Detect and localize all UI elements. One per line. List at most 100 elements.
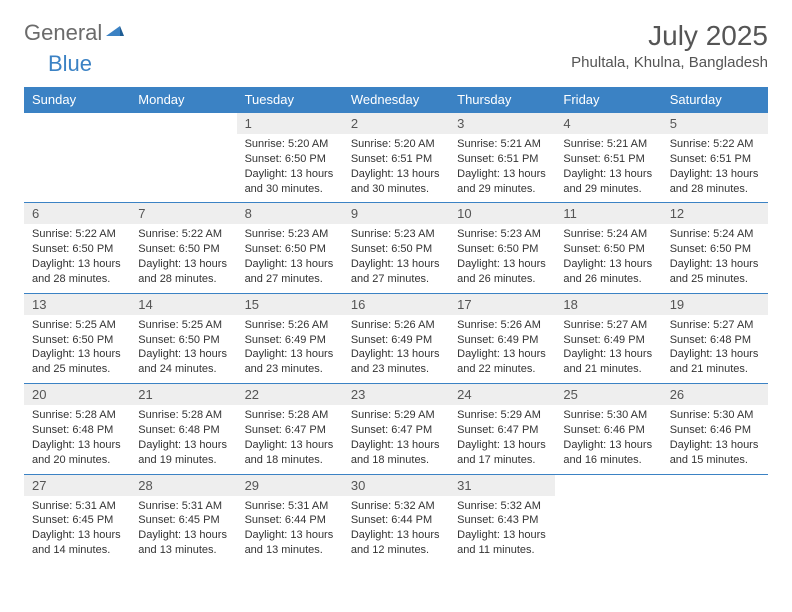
- day-number: 15: [237, 294, 343, 315]
- day-number: 29: [237, 475, 343, 496]
- sunset-text: Sunset: 6:46 PM: [670, 423, 760, 438]
- sunrise-text: Sunrise: 5:26 AM: [457, 318, 547, 333]
- calendar-day: 12Sunrise: 5:24 AMSunset: 6:50 PMDayligh…: [662, 203, 768, 293]
- daylight-text: Daylight: 13 hours and 26 minutes.: [457, 257, 547, 287]
- calendar-day: 10Sunrise: 5:23 AMSunset: 6:50 PMDayligh…: [449, 203, 555, 293]
- daylight-text: Daylight: 13 hours and 27 minutes.: [351, 257, 441, 287]
- daylight-text: Daylight: 13 hours and 25 minutes.: [32, 347, 122, 377]
- day-details: Sunrise: 5:25 AMSunset: 6:50 PMDaylight:…: [24, 315, 130, 383]
- day-details: Sunrise: 5:29 AMSunset: 6:47 PMDaylight:…: [449, 405, 555, 473]
- calendar-day: 2Sunrise: 5:20 AMSunset: 6:51 PMDaylight…: [343, 113, 449, 203]
- calendar-day: 16Sunrise: 5:26 AMSunset: 6:49 PMDayligh…: [343, 293, 449, 383]
- day-details: Sunrise: 5:25 AMSunset: 6:50 PMDaylight:…: [130, 315, 236, 383]
- daylight-text: Daylight: 13 hours and 19 minutes.: [138, 438, 228, 468]
- day-number: 12: [662, 203, 768, 224]
- day-number: 11: [555, 203, 661, 224]
- calendar-day: ..: [555, 474, 661, 564]
- day-details: Sunrise: 5:22 AMSunset: 6:50 PMDaylight:…: [130, 224, 236, 292]
- sunset-text: Sunset: 6:50 PM: [245, 152, 335, 167]
- calendar-week: 13Sunrise: 5:25 AMSunset: 6:50 PMDayligh…: [24, 293, 768, 383]
- day-number: 2: [343, 113, 449, 134]
- sunset-text: Sunset: 6:51 PM: [351, 152, 441, 167]
- title-block: July 2025 Phultala, Khulna, Bangladesh: [571, 20, 768, 71]
- calendar-day: 24Sunrise: 5:29 AMSunset: 6:47 PMDayligh…: [449, 384, 555, 474]
- sunset-text: Sunset: 6:50 PM: [32, 242, 122, 257]
- calendar-day: 7Sunrise: 5:22 AMSunset: 6:50 PMDaylight…: [130, 203, 236, 293]
- daylight-text: Daylight: 13 hours and 14 minutes.: [32, 528, 122, 558]
- sunrise-text: Sunrise: 5:31 AM: [138, 499, 228, 514]
- calendar-day: 20Sunrise: 5:28 AMSunset: 6:48 PMDayligh…: [24, 384, 130, 474]
- day-number: 27: [24, 475, 130, 496]
- daylight-text: Daylight: 13 hours and 16 minutes.: [563, 438, 653, 468]
- sunrise-text: Sunrise: 5:20 AM: [245, 137, 335, 152]
- calendar-day: 22Sunrise: 5:28 AMSunset: 6:47 PMDayligh…: [237, 384, 343, 474]
- sunset-text: Sunset: 6:50 PM: [138, 242, 228, 257]
- calendar-day: 27Sunrise: 5:31 AMSunset: 6:45 PMDayligh…: [24, 474, 130, 564]
- daylight-text: Daylight: 13 hours and 21 minutes.: [670, 347, 760, 377]
- daylight-text: Daylight: 13 hours and 25 minutes.: [670, 257, 760, 287]
- sunset-text: Sunset: 6:50 PM: [351, 242, 441, 257]
- day-number: 16: [343, 294, 449, 315]
- day-details: Sunrise: 5:31 AMSunset: 6:44 PMDaylight:…: [237, 496, 343, 564]
- logo-text-general: General: [24, 20, 102, 46]
- calendar-week: 20Sunrise: 5:28 AMSunset: 6:48 PMDayligh…: [24, 384, 768, 474]
- day-number: 17: [449, 294, 555, 315]
- day-details: Sunrise: 5:32 AMSunset: 6:43 PMDaylight:…: [449, 496, 555, 564]
- daylight-text: Daylight: 13 hours and 28 minutes.: [138, 257, 228, 287]
- calendar-day: 5Sunrise: 5:22 AMSunset: 6:51 PMDaylight…: [662, 113, 768, 203]
- day-number: 10: [449, 203, 555, 224]
- sunset-text: Sunset: 6:48 PM: [138, 423, 228, 438]
- calendar-week: 27Sunrise: 5:31 AMSunset: 6:45 PMDayligh…: [24, 474, 768, 564]
- calendar-day: 3Sunrise: 5:21 AMSunset: 6:51 PMDaylight…: [449, 113, 555, 203]
- daylight-text: Daylight: 13 hours and 30 minutes.: [245, 167, 335, 197]
- sunset-text: Sunset: 6:44 PM: [245, 513, 335, 528]
- day-number: 22: [237, 384, 343, 405]
- day-number: 20: [24, 384, 130, 405]
- logo: General: [24, 20, 126, 46]
- sunrise-text: Sunrise: 5:28 AM: [245, 408, 335, 423]
- calendar-day: 4Sunrise: 5:21 AMSunset: 6:51 PMDaylight…: [555, 113, 661, 203]
- daylight-text: Daylight: 13 hours and 29 minutes.: [457, 167, 547, 197]
- day-details: Sunrise: 5:32 AMSunset: 6:44 PMDaylight:…: [343, 496, 449, 564]
- day-details: Sunrise: 5:26 AMSunset: 6:49 PMDaylight:…: [343, 315, 449, 383]
- sunrise-text: Sunrise: 5:22 AM: [670, 137, 760, 152]
- sunset-text: Sunset: 6:49 PM: [351, 333, 441, 348]
- sunrise-text: Sunrise: 5:27 AM: [670, 318, 760, 333]
- calendar-day: 9Sunrise: 5:23 AMSunset: 6:50 PMDaylight…: [343, 203, 449, 293]
- sunset-text: Sunset: 6:50 PM: [457, 242, 547, 257]
- sunset-text: Sunset: 6:47 PM: [351, 423, 441, 438]
- sunset-text: Sunset: 6:48 PM: [32, 423, 122, 438]
- day-header: Wednesday: [343, 87, 449, 113]
- daylight-text: Daylight: 13 hours and 23 minutes.: [245, 347, 335, 377]
- sunset-text: Sunset: 6:44 PM: [351, 513, 441, 528]
- sunrise-text: Sunrise: 5:24 AM: [670, 227, 760, 242]
- day-number: 9: [343, 203, 449, 224]
- daylight-text: Daylight: 13 hours and 11 minutes.: [457, 528, 547, 558]
- daylight-text: Daylight: 13 hours and 18 minutes.: [245, 438, 335, 468]
- day-details: Sunrise: 5:24 AMSunset: 6:50 PMDaylight:…: [662, 224, 768, 292]
- day-details: Sunrise: 5:26 AMSunset: 6:49 PMDaylight:…: [237, 315, 343, 383]
- day-details: Sunrise: 5:22 AMSunset: 6:51 PMDaylight:…: [662, 134, 768, 202]
- calendar-day: 1Sunrise: 5:20 AMSunset: 6:50 PMDaylight…: [237, 113, 343, 203]
- calendar-day: 18Sunrise: 5:27 AMSunset: 6:49 PMDayligh…: [555, 293, 661, 383]
- sunrise-text: Sunrise: 5:23 AM: [245, 227, 335, 242]
- day-number: 28: [130, 475, 236, 496]
- sunset-text: Sunset: 6:49 PM: [245, 333, 335, 348]
- daylight-text: Daylight: 13 hours and 21 minutes.: [563, 347, 653, 377]
- sunrise-text: Sunrise: 5:31 AM: [32, 499, 122, 514]
- sunrise-text: Sunrise: 5:21 AM: [457, 137, 547, 152]
- sunset-text: Sunset: 6:51 PM: [457, 152, 547, 167]
- sunrise-text: Sunrise: 5:20 AM: [351, 137, 441, 152]
- sunrise-text: Sunrise: 5:22 AM: [32, 227, 122, 242]
- sunrise-text: Sunrise: 5:26 AM: [245, 318, 335, 333]
- day-details: Sunrise: 5:31 AMSunset: 6:45 PMDaylight:…: [130, 496, 236, 564]
- calendar-day: 13Sunrise: 5:25 AMSunset: 6:50 PMDayligh…: [24, 293, 130, 383]
- calendar-week: 6Sunrise: 5:22 AMSunset: 6:50 PMDaylight…: [24, 203, 768, 293]
- location-text: Phultala, Khulna, Bangladesh: [571, 54, 768, 71]
- day-details: Sunrise: 5:21 AMSunset: 6:51 PMDaylight:…: [555, 134, 661, 202]
- day-details: Sunrise: 5:29 AMSunset: 6:47 PMDaylight:…: [343, 405, 449, 473]
- day-details: Sunrise: 5:23 AMSunset: 6:50 PMDaylight:…: [343, 224, 449, 292]
- sunset-text: Sunset: 6:50 PM: [138, 333, 228, 348]
- day-number: 7: [130, 203, 236, 224]
- day-details: Sunrise: 5:28 AMSunset: 6:48 PMDaylight:…: [130, 405, 236, 473]
